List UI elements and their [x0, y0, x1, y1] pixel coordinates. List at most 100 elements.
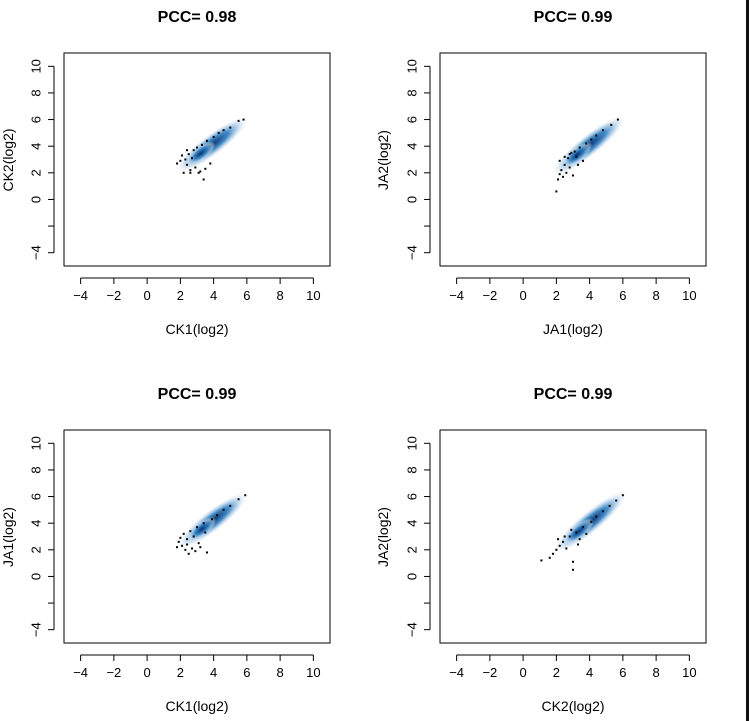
y-tick-label: 10 — [29, 436, 44, 450]
data-point — [199, 546, 202, 549]
x-tick-label: 6 — [243, 288, 250, 303]
density-core — [187, 517, 217, 542]
data-point — [585, 532, 588, 535]
data-point — [215, 514, 218, 517]
y-tick-label: 10 — [405, 436, 420, 450]
data-point — [242, 118, 245, 121]
data-point — [196, 526, 198, 529]
x-tick-label: 4 — [210, 665, 217, 680]
data-point — [189, 530, 192, 533]
data-point — [237, 498, 240, 501]
x-tick-label: 6 — [619, 288, 626, 303]
data-point — [616, 118, 619, 121]
x-tick-label: 2 — [177, 665, 184, 680]
x-tick-label: −2 — [482, 288, 497, 303]
x-tick-label: −4 — [449, 288, 464, 303]
x-tick-label: 4 — [586, 665, 593, 680]
data-point — [585, 142, 588, 145]
y-tick-label: −4 — [405, 622, 420, 637]
x-tick-label: 10 — [682, 665, 696, 680]
y-tick-label: 0 — [29, 196, 44, 203]
x-tick-label: −2 — [106, 288, 121, 303]
y-tick-label: 6 — [29, 493, 44, 500]
chart-title: PCC= 0.99 — [534, 9, 613, 26]
data-point — [572, 568, 574, 571]
data-point — [573, 150, 576, 153]
data-point — [558, 173, 561, 176]
data-point — [548, 556, 551, 559]
x-tick-label: 6 — [243, 665, 250, 680]
plot-frame — [63, 429, 331, 644]
data-point — [540, 559, 543, 562]
y-tick-label: 4 — [29, 143, 44, 150]
data-point — [555, 548, 558, 551]
data-point — [182, 171, 185, 174]
data-point — [184, 158, 187, 161]
y-axis-label: JA2(log2) — [375, 130, 391, 190]
data-point — [567, 157, 570, 160]
y-tick-label: −4 — [405, 245, 420, 260]
data-point — [558, 544, 561, 547]
y-tick-label: −4 — [29, 245, 44, 260]
data-point — [192, 535, 195, 538]
data-point — [184, 548, 187, 551]
density-core — [563, 518, 595, 545]
data-point — [189, 171, 192, 174]
x-tick-label: 8 — [277, 288, 284, 303]
y-tick-label: 8 — [405, 89, 420, 96]
x-tick-label: 10 — [306, 288, 320, 303]
y-tick-label: 6 — [405, 493, 420, 500]
density-core — [185, 141, 216, 166]
data-point — [552, 552, 555, 555]
data-point — [568, 535, 571, 538]
x-tick-label: 10 — [682, 288, 696, 303]
data-point — [563, 163, 566, 166]
data-point — [578, 146, 581, 149]
data-point — [575, 531, 578, 534]
plot-frame — [439, 429, 707, 644]
x-tick-label: 2 — [553, 288, 560, 303]
chart-title: PCC= 0.99 — [534, 386, 613, 403]
data-point — [576, 163, 579, 166]
data-point — [179, 159, 182, 162]
x-axis-label: CK2(log2) — [541, 698, 604, 714]
data-point — [244, 494, 247, 497]
data-point — [187, 552, 190, 555]
data-point — [222, 129, 225, 132]
data-point — [199, 170, 202, 173]
data-point — [558, 159, 561, 162]
data-point — [568, 166, 571, 169]
chart-title: PCC= 0.98 — [158, 9, 237, 26]
y-tick-label: 4 — [405, 143, 420, 150]
scatter-panel: PCC= 0.98 −4 −2 0 2 4 6 8 10 CK1(log2) −4 0 2 4 6 8 10 CK… — [0, 9, 331, 337]
data-point — [595, 515, 598, 518]
y-axis-label: JA2(log2) — [375, 507, 391, 567]
data-point — [621, 494, 624, 497]
data-point — [191, 547, 194, 550]
data-point — [575, 155, 578, 158]
y-tick-label: 2 — [29, 169, 44, 176]
data-point — [562, 175, 565, 178]
x-tick-label: 4 — [210, 288, 217, 303]
data-point — [565, 547, 568, 550]
data-point — [204, 167, 207, 170]
x-tick-label: 2 — [553, 665, 560, 680]
x-tick-label: 8 — [653, 665, 660, 680]
data-point — [563, 155, 566, 158]
y-tick-label: 0 — [405, 573, 420, 580]
data-point — [601, 510, 604, 513]
data-point — [572, 560, 574, 563]
y-tick-label: 0 — [405, 196, 420, 203]
data-point — [222, 508, 225, 511]
data-point — [608, 504, 611, 507]
x-tick-label: 6 — [619, 665, 626, 680]
y-tick-label: 6 — [29, 116, 44, 123]
data-point — [581, 526, 584, 529]
data-point — [200, 143, 203, 146]
scatter-panel: PCC= 0.99 −4 −2 0 2 4 6 8 10 JA1(log2) −4 0 2 4 6 8 10 JA… — [375, 9, 707, 337]
data-point — [578, 538, 581, 541]
y-tick-label: 4 — [29, 520, 44, 527]
data-point — [186, 163, 189, 166]
y-tick-label: 8 — [29, 89, 44, 96]
x-tick-label: −4 — [73, 288, 88, 303]
